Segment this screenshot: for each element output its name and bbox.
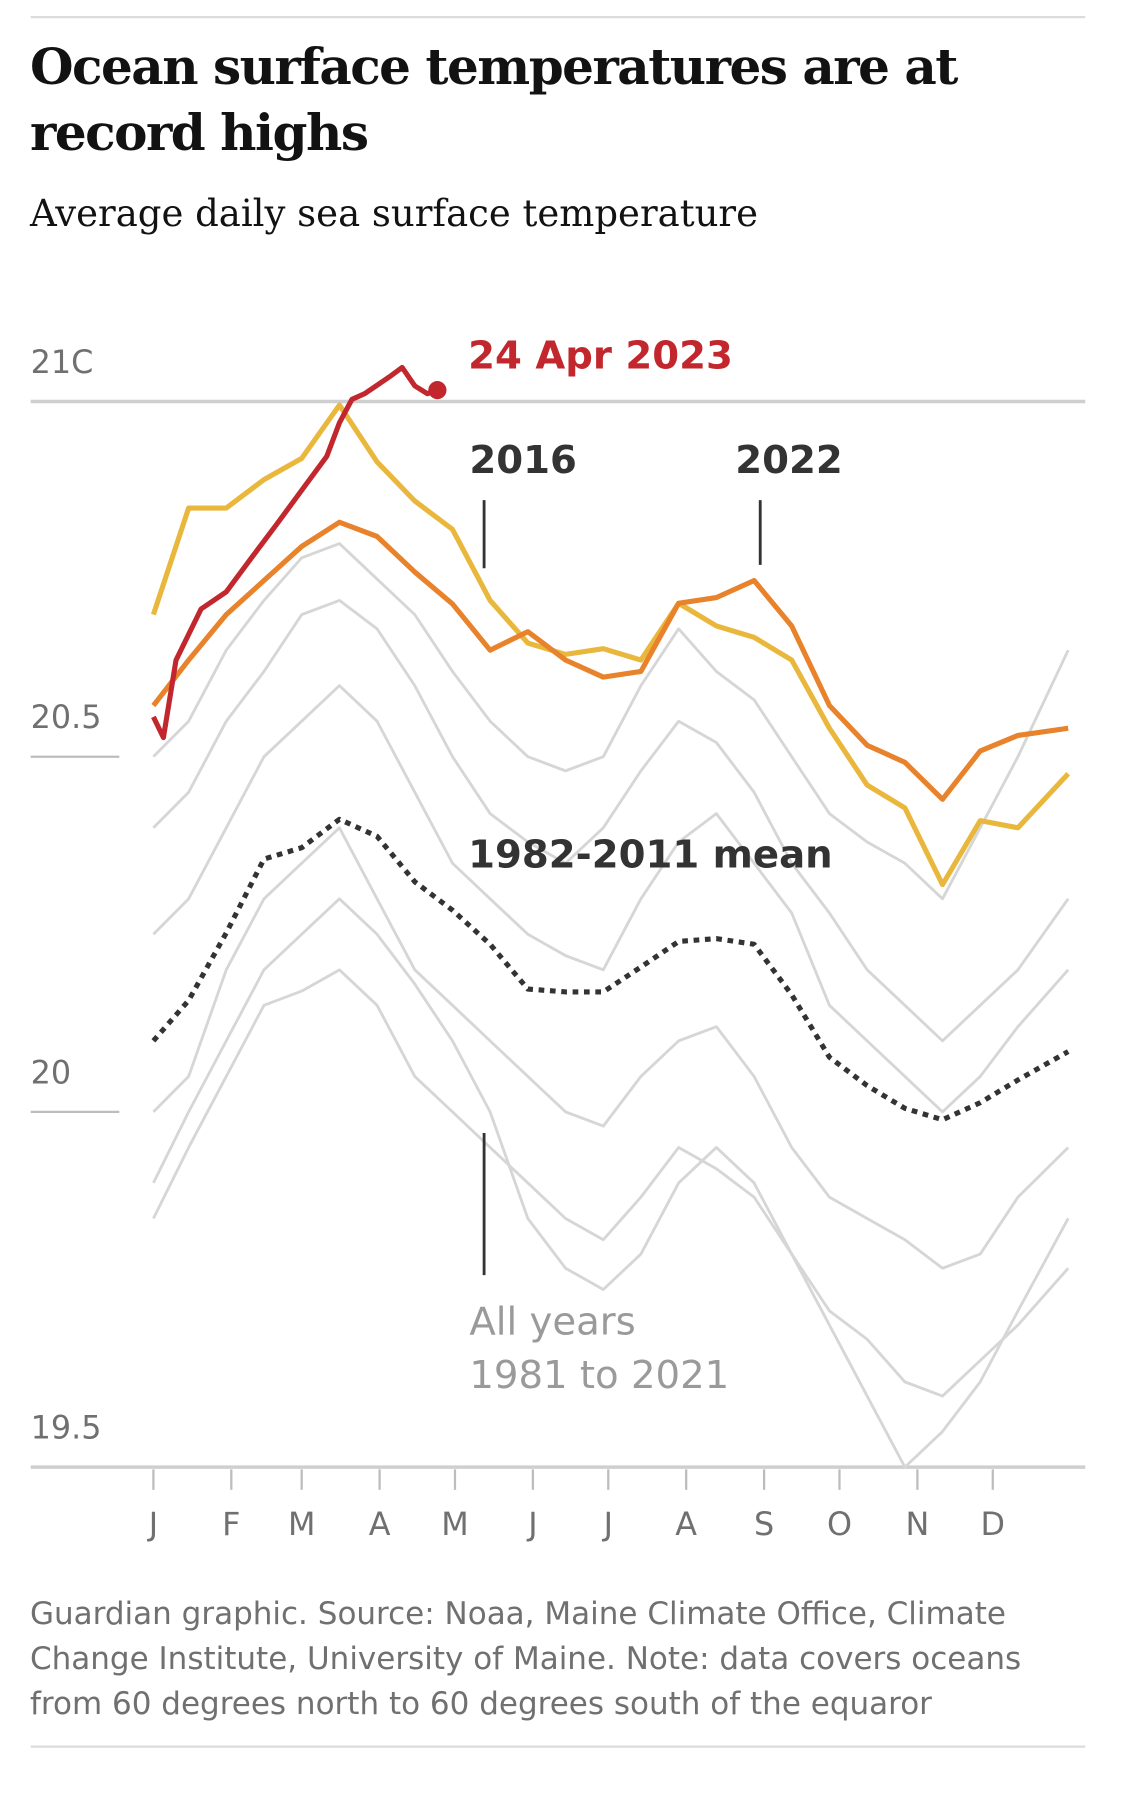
y-tick-label: 20.5 xyxy=(31,698,102,736)
chart-subtitle: Average daily sea surface temperature xyxy=(30,192,758,235)
y-tick-label: 20 xyxy=(31,1053,71,1091)
y-tick-label: 21C xyxy=(31,343,94,381)
y-tick-label: 19.5 xyxy=(31,1409,102,1447)
series-line xyxy=(151,364,439,741)
x-tick-label: N xyxy=(905,1505,929,1543)
x-tick-label: O xyxy=(827,1505,852,1543)
x-tick-label: A xyxy=(369,1505,391,1543)
x-tick-label: S xyxy=(754,1505,774,1543)
series-label: 2022 xyxy=(735,438,843,483)
series-line xyxy=(150,402,1071,888)
background-line xyxy=(152,598,1070,1043)
x-tick-label: A xyxy=(675,1505,697,1543)
series-label: 1982-2011 mean xyxy=(468,832,833,877)
x-tick-label: F xyxy=(222,1505,240,1543)
mean-line xyxy=(151,816,1070,1123)
background-line xyxy=(152,897,1070,1469)
x-tick-label: J xyxy=(147,1505,158,1543)
source-note: Guardian graphic. Source: Noaa, Maine Cl… xyxy=(30,1596,1022,1722)
x-tick-label: J xyxy=(526,1505,537,1543)
x-tick-label: M xyxy=(441,1505,468,1543)
background-line xyxy=(152,826,1070,1270)
annotation: All years xyxy=(469,1299,635,1344)
background-line xyxy=(152,542,1070,901)
x-tick-label: M xyxy=(288,1505,315,1543)
background-line xyxy=(152,684,1070,1114)
annotation: 1981 to 2021 xyxy=(469,1353,729,1398)
end-dot xyxy=(428,381,447,400)
series-label: 24 Apr 2023 xyxy=(468,334,733,379)
series-line xyxy=(151,519,1069,802)
x-tick-label: D xyxy=(981,1505,1005,1543)
x-tick-label: J xyxy=(602,1505,613,1543)
background-line xyxy=(152,968,1070,1398)
series-label: 2016 xyxy=(469,438,577,483)
chart-title: Ocean surface temperatures are at record… xyxy=(30,37,958,162)
